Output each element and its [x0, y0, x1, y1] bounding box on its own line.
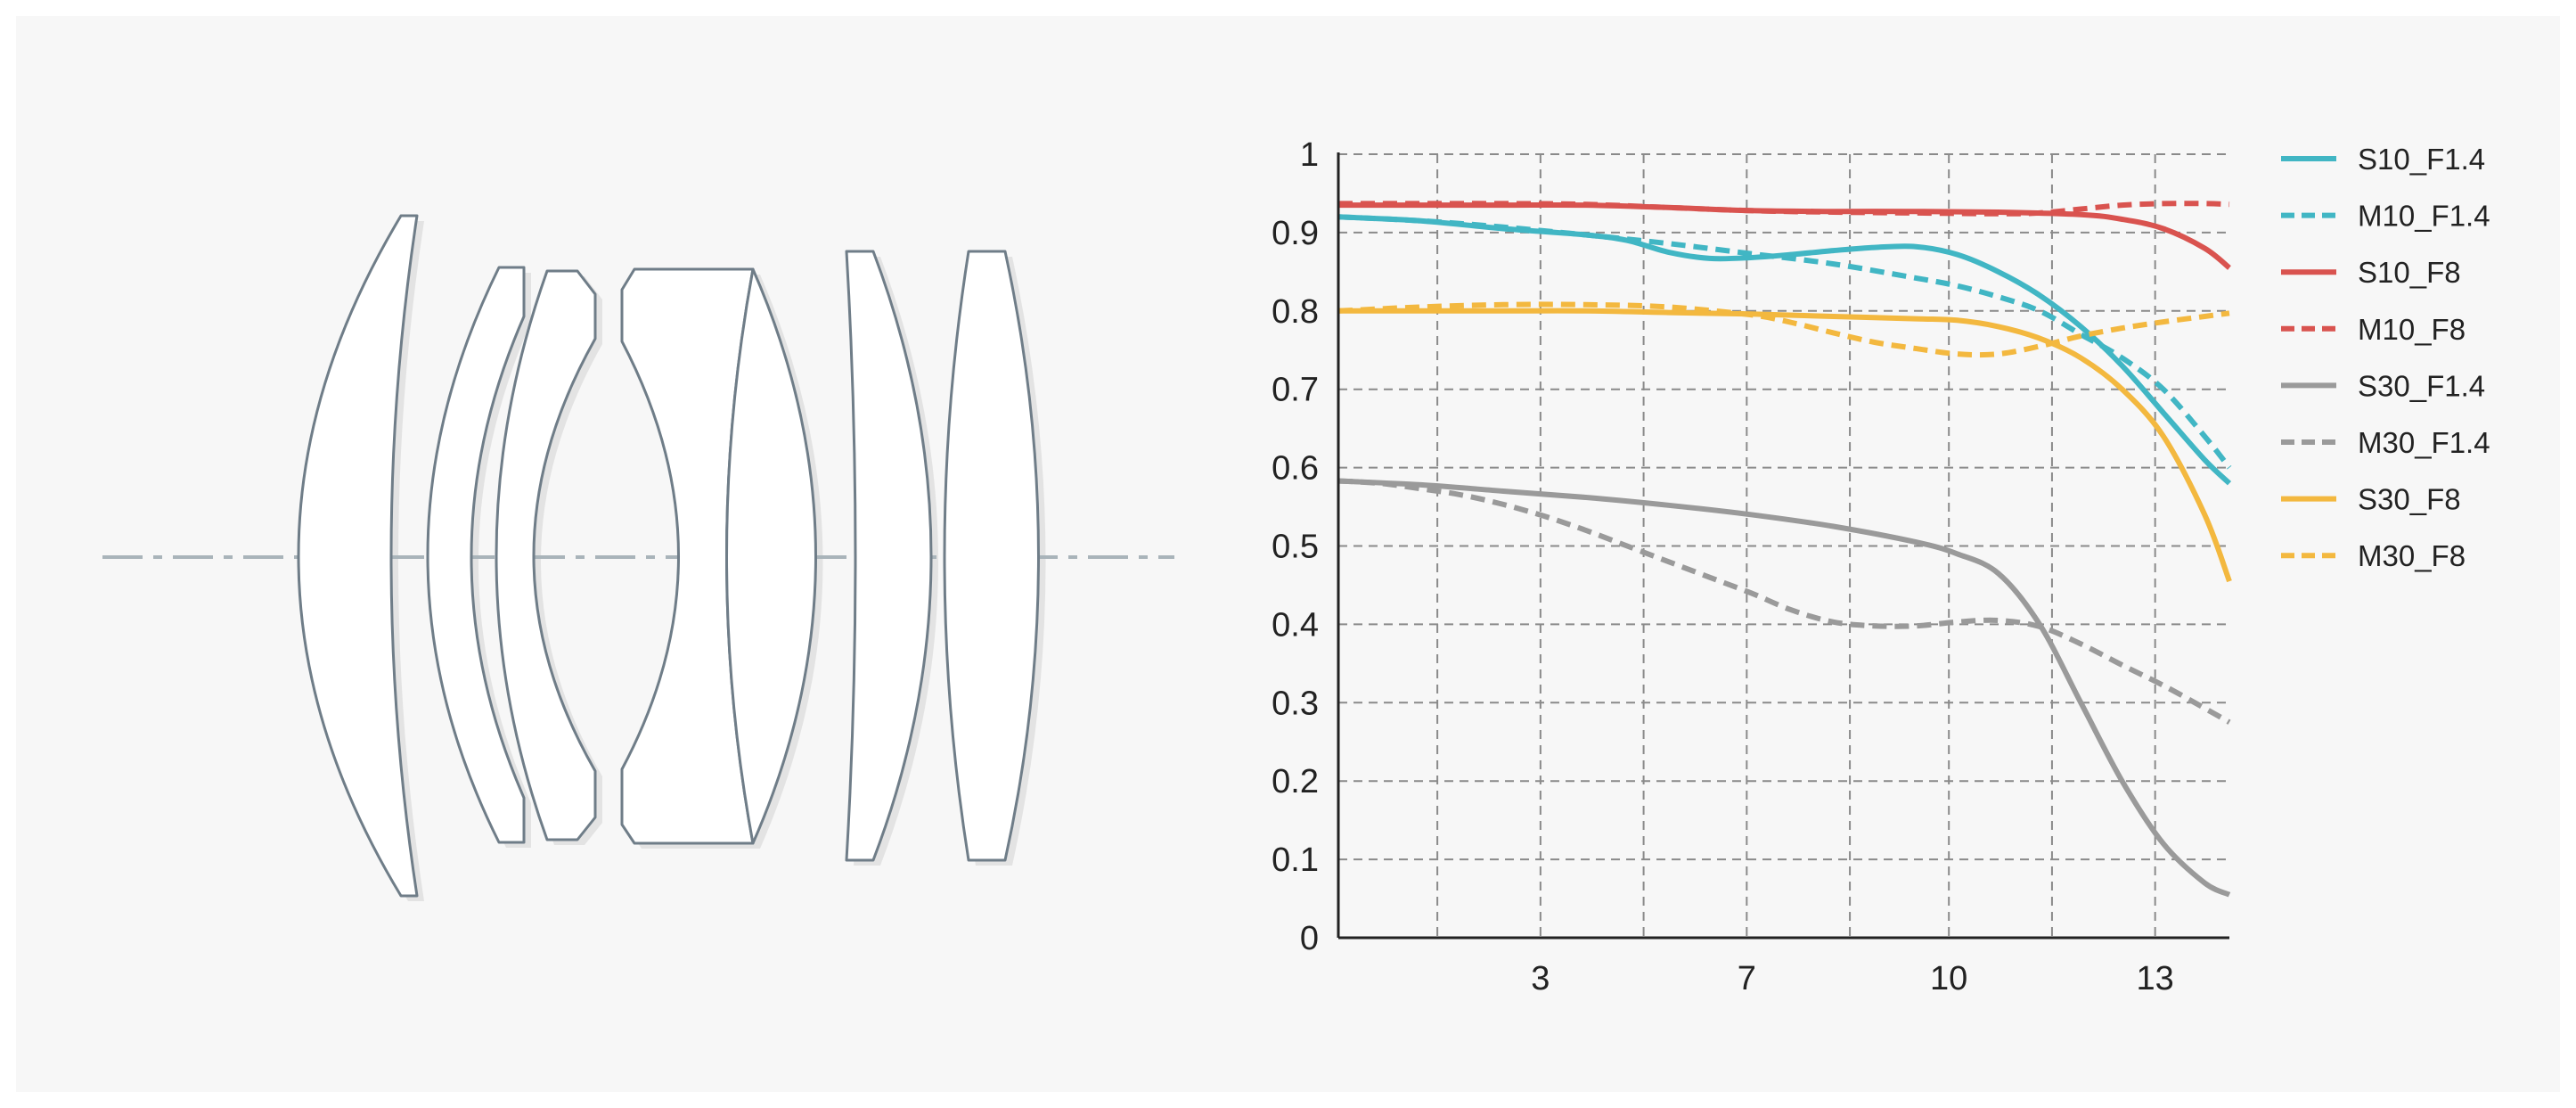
legend-label-s30-f8: S30_F8 — [2358, 483, 2461, 516]
legend-label-s10-f8: S10_F8 — [2358, 256, 2461, 289]
series-line-m10-f8 — [1337, 201, 2230, 217]
legend-label-m10-f1-4: M10_F1.4 — [2358, 200, 2490, 233]
series-line-m30-f8 — [1337, 301, 2230, 358]
chart-grid — [1338, 153, 2229, 938]
series-line-s30-f8 — [1337, 308, 2232, 583]
y-tick-label: 0.3 — [1272, 685, 1319, 722]
chart-series — [1337, 201, 2232, 898]
x-tick-label: 13 — [2137, 960, 2174, 997]
lens-element-3 — [495, 269, 597, 841]
series-line-m30-f1-4 — [1337, 478, 2231, 725]
y-tick-label: 0 — [1300, 920, 1319, 957]
legend-label-s10-f1-4: S10_F1.4 — [2358, 143, 2485, 176]
lens-element-2 — [426, 266, 526, 844]
chart-legend: S10_F1.4 M10_F1.4 S10_F8 M10_F8 S30_F1.4 M30_… — [2281, 143, 2490, 572]
lens-element-7 — [943, 250, 1040, 862]
lens-element-6 — [845, 250, 933, 862]
chart-tick-labels: 00.10.20.30.40.50.60.70.80.913 7 10 13 — [1272, 136, 2174, 997]
y-tick-label: 0.5 — [1272, 529, 1319, 566]
x-tick-label: 10 — [1930, 960, 1967, 997]
legend-label-m30-f1-4: M30_F1.4 — [2358, 426, 2490, 459]
legend-label-m10-f8: M10_F8 — [2358, 313, 2466, 346]
y-tick-label: 0.6 — [1272, 450, 1319, 488]
y-tick-label: 0.4 — [1272, 606, 1319, 644]
series-line-m10-f1-4 — [1337, 214, 2232, 470]
y-tick-label: 0.1 — [1272, 841, 1319, 879]
lens-diagram — [102, 214, 1174, 901]
legend-label-s30-f1-4: S30_F1.4 — [2358, 369, 2485, 402]
y-tick-label: 0.8 — [1272, 293, 1319, 331]
x-tick-label: 3 — [1531, 960, 1550, 997]
lens-element-5 — [725, 267, 817, 845]
x-tick-label: 7 — [1738, 960, 1756, 997]
series-line-s30-f1-4 — [1337, 478, 2231, 898]
lens-element-1 — [297, 214, 419, 898]
chart-axes — [1337, 152, 2229, 940]
y-tick-label: 0.9 — [1272, 215, 1319, 252]
legend-label-m30-f8: M30_F8 — [2358, 539, 2466, 572]
y-tick-label: 0.7 — [1272, 372, 1319, 409]
y-tick-label: 1 — [1300, 136, 1319, 174]
y-tick-label: 0.2 — [1272, 763, 1319, 800]
